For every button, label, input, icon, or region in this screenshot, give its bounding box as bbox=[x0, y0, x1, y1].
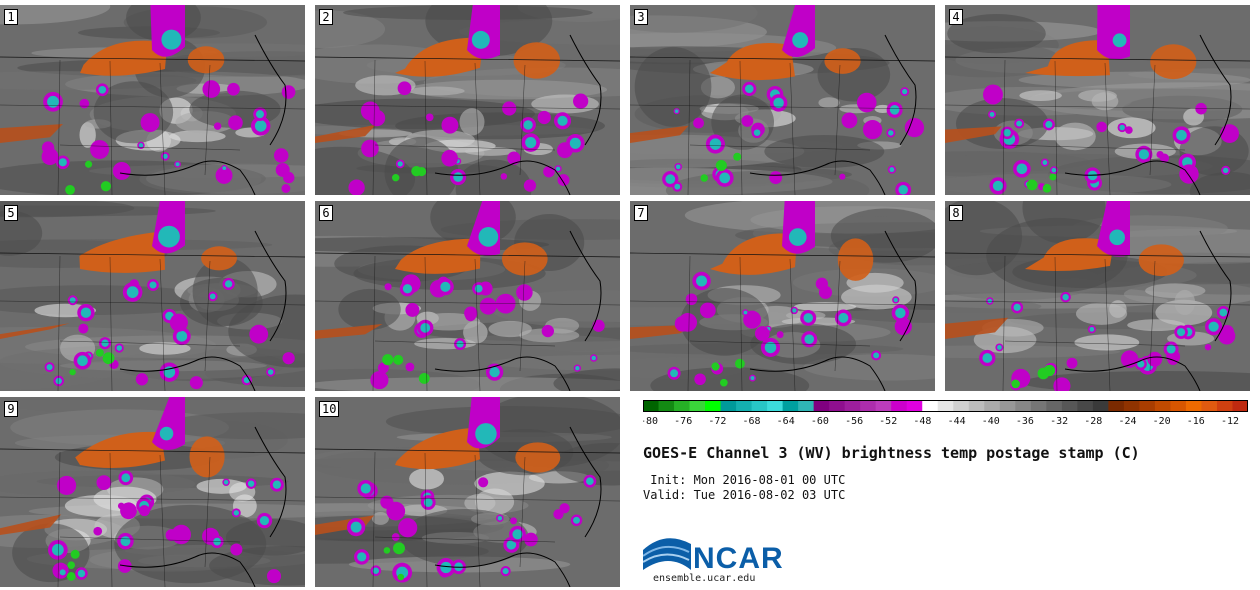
init-time: Init: Mon 2016-08-01 00 UTC bbox=[643, 473, 846, 487]
panel-number-label: 8 bbox=[949, 205, 963, 221]
postage-stamp-panel: 7 bbox=[630, 201, 935, 391]
panel-number-label: 3 bbox=[634, 9, 648, 25]
colorbar-bin bbox=[1030, 400, 1047, 412]
logo-url: ensemble.ucar.edu bbox=[653, 573, 756, 584]
colorbar-bin bbox=[1154, 400, 1171, 412]
colorbar-bin bbox=[813, 400, 830, 412]
colorbar-tick-label: -64 bbox=[777, 416, 795, 426]
colorbar-bin bbox=[860, 400, 877, 412]
colorbar-tick-label: -28 bbox=[1084, 416, 1102, 426]
colorbar-bin bbox=[689, 400, 706, 412]
postage-stamp-panel: 1 bbox=[0, 5, 305, 195]
ncar-logo: NCAR ensemble.ucar.edu bbox=[642, 530, 803, 586]
colorbar-tick-label: -44 bbox=[948, 416, 966, 426]
colorbar-bin bbox=[1201, 400, 1218, 412]
colorbar-outline bbox=[643, 400, 1248, 412]
colorbar-bin bbox=[1123, 400, 1140, 412]
colorbar-tick-label: -20 bbox=[1153, 416, 1171, 426]
colorbar-bin bbox=[891, 400, 908, 412]
water-vapor-map bbox=[315, 397, 620, 587]
panel-number-label: 1 bbox=[4, 9, 18, 25]
colorbar-bin bbox=[999, 400, 1016, 412]
colorbar-tick-label: -16 bbox=[1187, 416, 1205, 426]
postage-stamp-panel: 6 bbox=[315, 201, 620, 391]
colorbar-bin bbox=[1077, 400, 1094, 412]
colorbar-bin bbox=[1139, 400, 1156, 412]
colorbar-tick-label: -68 bbox=[742, 416, 760, 426]
colorbar-tick-label: -80 bbox=[643, 416, 658, 426]
colorbar-tick-label: -72 bbox=[708, 416, 726, 426]
colorbar-bin bbox=[844, 400, 861, 412]
water-vapor-map bbox=[315, 5, 620, 195]
colorbar-bin bbox=[1046, 400, 1063, 412]
water-vapor-map bbox=[0, 397, 305, 587]
colorbar-bin bbox=[782, 400, 799, 412]
colorbar-bin bbox=[736, 400, 753, 412]
colorbar-bin bbox=[1170, 400, 1187, 412]
colorbar-bin bbox=[658, 400, 675, 412]
colorbar-bin bbox=[968, 400, 985, 412]
colorbar-bin bbox=[953, 400, 970, 412]
colorbar-tick-label: -52 bbox=[879, 416, 897, 426]
water-vapor-map bbox=[0, 201, 305, 391]
colorbar-bin bbox=[906, 400, 923, 412]
colorbar-bin bbox=[1216, 400, 1233, 412]
panel-number-label: 9 bbox=[4, 401, 18, 417]
panel-number-label: 6 bbox=[319, 205, 333, 221]
colorbar-tick-label: -12 bbox=[1221, 416, 1239, 426]
ncar-swoosh-icon bbox=[642, 538, 691, 570]
colorbar-bin bbox=[1092, 400, 1109, 412]
panel-number-label: 2 bbox=[319, 9, 333, 25]
water-vapor-map bbox=[315, 201, 620, 391]
colorbar-bin bbox=[643, 400, 660, 412]
postage-stamp-panel: 9 bbox=[0, 397, 305, 587]
postage-stamp-panel: 2 bbox=[315, 5, 620, 195]
colorbar-bin bbox=[922, 400, 939, 412]
colorbar-tick-label: -76 bbox=[674, 416, 692, 426]
colorbar: -80 -76 -72 -68 -64 -60 -56 -52 -48 -44 -40 -36 -32 -… bbox=[643, 400, 1248, 426]
panel-number-label: 10 bbox=[319, 401, 340, 417]
colorbar-bin bbox=[1015, 400, 1032, 412]
water-vapor-map bbox=[945, 201, 1250, 391]
colorbar-bin bbox=[829, 400, 846, 412]
water-vapor-map bbox=[630, 201, 935, 391]
colorbar-bin bbox=[1232, 400, 1248, 412]
panel-number-label: 5 bbox=[4, 205, 18, 221]
postage-stamp-panel: 8 bbox=[945, 201, 1250, 391]
colorbar-tick-label: -48 bbox=[913, 416, 931, 426]
chart-title: GOES-E Channel 3 (WV) brightness temp po… bbox=[643, 444, 1140, 462]
colorbar-bin bbox=[875, 400, 892, 412]
colorbar-bin bbox=[674, 400, 691, 412]
water-vapor-map bbox=[945, 5, 1250, 195]
colorbar-bin bbox=[767, 400, 784, 412]
colorbar-bin bbox=[798, 400, 815, 412]
colorbar-bin bbox=[705, 400, 722, 412]
colorbar-tick-label: -60 bbox=[811, 416, 829, 426]
panel-number-label: 7 bbox=[634, 205, 648, 221]
colorbar-tick-label: -36 bbox=[1016, 416, 1034, 426]
colorbar-tick-label: -40 bbox=[982, 416, 1000, 426]
colorbar-bin bbox=[1185, 400, 1202, 412]
colorbar-bin bbox=[937, 400, 954, 412]
colorbar-bin bbox=[1108, 400, 1125, 412]
colorbar-bin bbox=[984, 400, 1001, 412]
colorbar-tick-label: -56 bbox=[845, 416, 863, 426]
colorbar-bin bbox=[1061, 400, 1078, 412]
water-vapor-map bbox=[630, 5, 935, 195]
postage-stamp-panel: 10 bbox=[315, 397, 620, 587]
logo-text: NCAR bbox=[693, 542, 784, 575]
colorbar-tick-label: -32 bbox=[1050, 416, 1068, 426]
colorbar-tick-label: -24 bbox=[1118, 416, 1136, 426]
colorbar-bin bbox=[751, 400, 768, 412]
postage-stamp-panel: 3 bbox=[630, 5, 935, 195]
postage-stamp-panel: 5 bbox=[0, 201, 305, 391]
panel-number-label: 4 bbox=[949, 9, 963, 25]
colorbar-bin bbox=[720, 400, 737, 412]
valid-time: Valid: Tue 2016-08-02 03 UTC bbox=[643, 488, 846, 502]
water-vapor-map bbox=[0, 5, 305, 195]
postage-stamp-panel: 4 bbox=[945, 5, 1250, 195]
